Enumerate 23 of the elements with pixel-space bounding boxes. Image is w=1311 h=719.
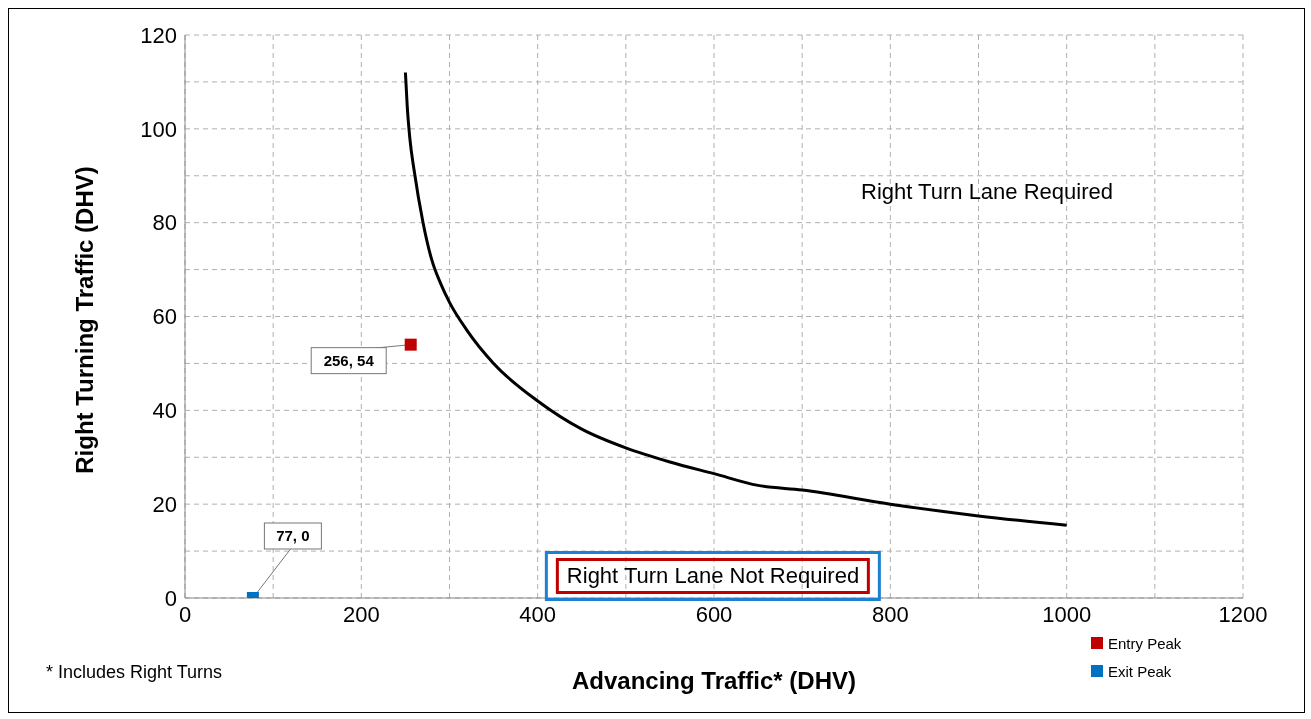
data-label: 256, 54 <box>323 351 375 369</box>
x-tick-label: 800 <box>871 601 909 627</box>
annotation: Right Turn Lane Required <box>861 179 1113 204</box>
x-tick-label: 600 <box>695 601 733 627</box>
y-tick-label: 20 <box>152 491 177 517</box>
x-tick-label: 1000 <box>1042 601 1092 627</box>
data-label: 77, 0 <box>276 527 310 544</box>
double-frame: Right Turn Lane Not Required <box>544 551 882 601</box>
y-tick-label: 40 <box>152 398 177 424</box>
y-tick-label: 120 <box>140 22 177 48</box>
y-tick-label: 0 <box>164 585 177 611</box>
annotation: Right Turn Lane Not Required <box>566 563 860 588</box>
text: * Includes Right Turns <box>46 661 223 682</box>
y-axis-title: Right Turning Traffic (DHV) <box>71 166 99 474</box>
legend-label: Exit Peak <box>1108 662 1172 680</box>
x-tick-label: 400 <box>519 601 557 627</box>
x-tick-label: 200 <box>342 601 380 627</box>
y-tick-label: 100 <box>140 116 177 142</box>
x-axis-title: Advancing Traffic* (DHV) <box>571 667 857 695</box>
y-tick-label: 60 <box>152 304 177 330</box>
legend-label: Entry Peak <box>1108 634 1182 652</box>
x-tick-label: 1200 <box>1218 601 1268 627</box>
y-tick-label: 80 <box>152 210 177 236</box>
